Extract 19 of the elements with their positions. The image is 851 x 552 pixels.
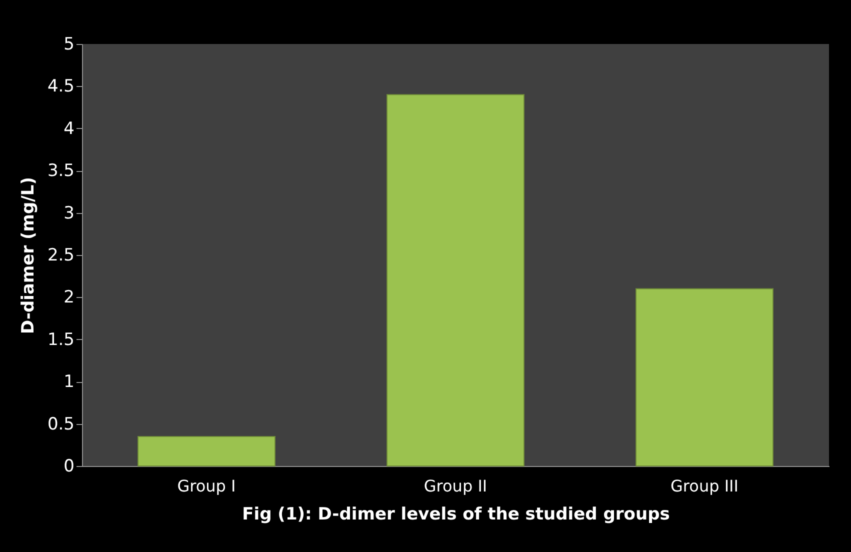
x-axis-title: Fig (1): D-dimer levels of the studied groups <box>242 504 670 524</box>
y-tick-label: 4 <box>64 118 74 139</box>
y-tick-label: 3 <box>64 203 74 224</box>
y-tick-label: 4.5 <box>47 76 74 97</box>
y-tick-label: 5 <box>64 34 74 54</box>
y-tick-label: 2 <box>64 288 74 308</box>
y-tick-label: 0.5 <box>47 414 74 434</box>
bar <box>138 436 276 466</box>
y-tick-label: 1 <box>64 372 74 392</box>
bar <box>386 94 524 466</box>
bar <box>636 288 774 466</box>
y-tick-label: 2.5 <box>47 246 74 266</box>
x-tick-label: Group III <box>670 476 738 496</box>
y-tick-label: 0 <box>64 456 74 476</box>
x-tick-label: Group I <box>177 476 236 496</box>
y-axis-title: D-diamer (mg/L) <box>18 177 38 334</box>
y-tick-label: 3.5 <box>47 161 74 182</box>
x-tick-label: Group II <box>424 476 488 496</box>
y-tick-label: 1.5 <box>47 330 74 350</box>
